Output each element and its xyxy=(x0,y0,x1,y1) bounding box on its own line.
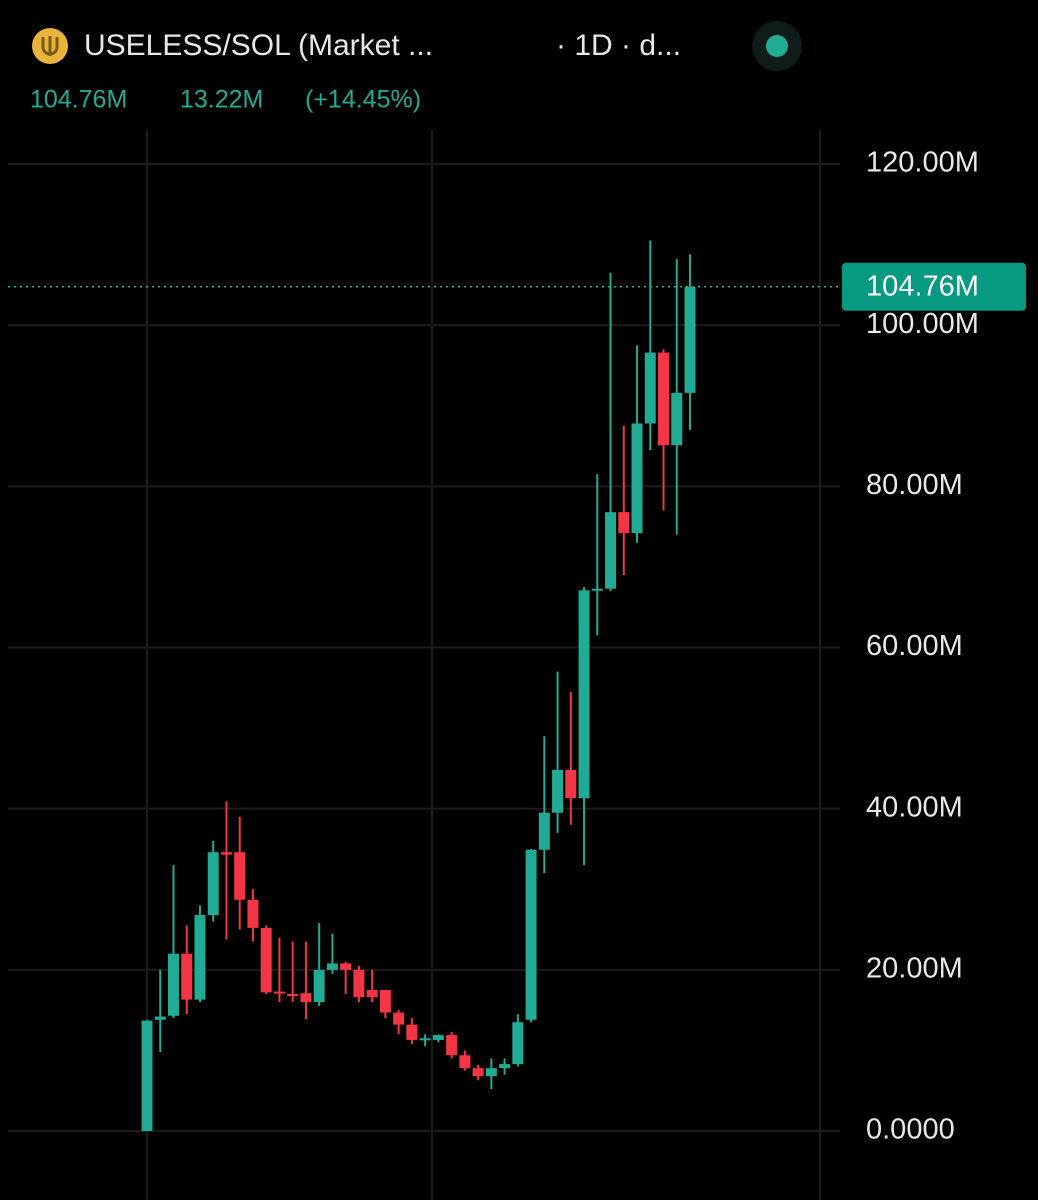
legend-value: (+14.45%) xyxy=(305,86,421,114)
last-price-label: 104.76M xyxy=(866,270,979,302)
candle-body xyxy=(393,1012,405,1025)
candle-body xyxy=(684,286,696,393)
candle-body xyxy=(154,1016,166,1020)
candle-body xyxy=(379,989,391,1013)
candle-body xyxy=(353,969,365,998)
y-tick-label: 100.00M xyxy=(866,308,979,340)
candle-body xyxy=(220,852,232,855)
candle-body xyxy=(485,1068,497,1077)
symbol-icon xyxy=(32,28,68,64)
y-tick-label: 60.00M xyxy=(866,630,963,662)
last-price-tag xyxy=(842,262,1026,311)
candle-body xyxy=(432,1035,444,1040)
candle-body xyxy=(671,392,683,446)
candle-body xyxy=(525,849,537,1020)
chart-subtitle: · 1D · d... xyxy=(556,29,681,62)
candle-body xyxy=(340,963,352,970)
candle-body xyxy=(207,852,219,916)
candle-body xyxy=(499,1064,511,1069)
legend-value: 13.22M xyxy=(180,86,263,114)
candle-body xyxy=(366,989,378,998)
y-tick-label: 20.00M xyxy=(866,952,963,984)
candle-body xyxy=(167,953,179,1016)
candle-body xyxy=(326,963,338,970)
y-tick-label: 80.00M xyxy=(866,469,963,501)
candle-body xyxy=(287,994,299,997)
candle-body xyxy=(578,590,590,799)
y-tick-label: 40.00M xyxy=(866,791,963,823)
candle-body xyxy=(565,769,577,799)
candle-body xyxy=(181,953,193,1000)
candle-body xyxy=(538,812,550,850)
candle-body xyxy=(605,512,617,589)
candle-body xyxy=(591,588,603,591)
candle-body xyxy=(194,915,206,1000)
candle-body xyxy=(631,423,643,534)
candle-body xyxy=(446,1035,458,1056)
candle-body xyxy=(273,991,285,994)
legend-value: 104.76M xyxy=(30,86,127,114)
candle-body xyxy=(618,512,630,534)
status-indicator[interactable] xyxy=(752,21,802,71)
candle-body xyxy=(234,852,246,900)
candle-body xyxy=(459,1055,471,1069)
candle-body xyxy=(658,352,670,446)
candle-body xyxy=(141,1020,153,1131)
candle-body xyxy=(406,1024,418,1040)
y-tick-label: 120.00M xyxy=(866,147,979,179)
candle-body xyxy=(419,1038,431,1041)
chart-title: USELESS/SOL (Market ... xyxy=(84,29,433,62)
y-tick-label: 0.0000 xyxy=(866,1114,955,1146)
candle-body xyxy=(247,899,259,928)
candle-body xyxy=(260,927,272,993)
candle-body xyxy=(313,969,325,1003)
candle-body xyxy=(472,1068,484,1077)
candle-body xyxy=(512,1022,524,1065)
candle-body xyxy=(644,352,656,424)
candle-body xyxy=(300,993,312,1003)
candle-body xyxy=(552,769,564,813)
